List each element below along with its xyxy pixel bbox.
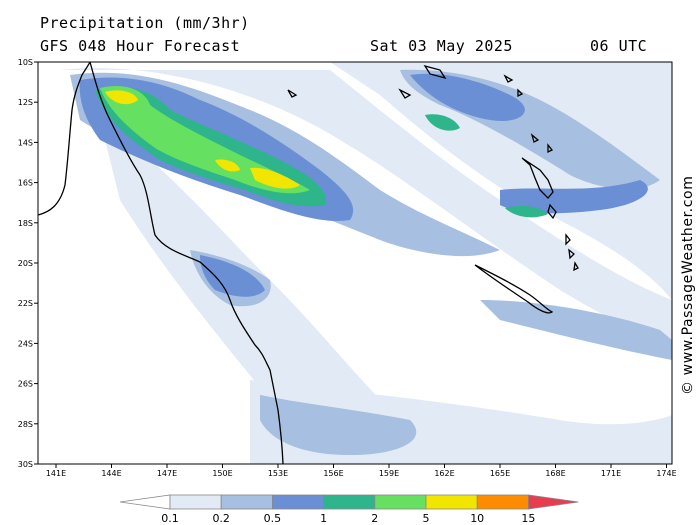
precip-yellow-core <box>250 167 300 189</box>
legend-swatch <box>476 494 529 510</box>
legend-swatch <box>220 494 273 510</box>
lat-tick-label: 12S <box>18 98 33 107</box>
lon-tick-label: 171E <box>601 469 621 478</box>
precip-blue-vanuatu <box>500 180 648 214</box>
lon-tick-label: 141E <box>46 469 66 478</box>
map-title: Precipitation (mm/3hr) <box>40 14 250 32</box>
precip-blue-coast <box>200 255 265 297</box>
legend-swatch <box>169 494 222 510</box>
lat-tick-label: 24S <box>18 339 33 348</box>
lon-tick-label: 147E <box>157 469 177 478</box>
lon-tick-label: 156E <box>323 469 343 478</box>
lon-tick-label: 165E <box>490 469 510 478</box>
legend-swatch <box>374 494 427 510</box>
precip-blue-ne <box>410 73 525 121</box>
coastline-vanuatu <box>521 157 579 272</box>
lat-tick-label: 20S <box>18 259 33 268</box>
lat-tick-label: 30S <box>18 460 33 469</box>
legend-label: 15 <box>521 512 535 525</box>
lon-tick-label: 150E <box>212 469 232 478</box>
coastline-australia <box>38 62 284 464</box>
legend-swatch <box>271 494 324 510</box>
precip-lightblue-south <box>260 395 417 455</box>
precip-field <box>38 62 672 464</box>
lat-tick-label: 14S <box>18 138 33 147</box>
precip-teal-east <box>505 206 548 218</box>
coastline-islands-north <box>287 64 554 154</box>
lon-tick-label: 162E <box>434 469 454 478</box>
legend-label: 0.2 <box>212 512 230 525</box>
lat-tick-label: 26S <box>18 380 33 389</box>
coastline-new-caledonia <box>474 264 554 314</box>
legend-label: 1 <box>320 512 327 525</box>
lat-tick-label: 22S <box>18 299 33 308</box>
lon-tick-label: 159E <box>379 469 399 478</box>
forecast-date: Sat 03 May 2025 <box>370 37 513 55</box>
lat-tick-label: 16S <box>18 179 33 188</box>
legend-label: 5 <box>423 512 430 525</box>
lat-tick-label: 28S <box>18 420 33 429</box>
legend-label: 0.5 <box>264 512 282 525</box>
precip-lightblue-se <box>480 300 672 360</box>
legend-label: 10 <box>470 512 484 525</box>
precip-yellow-nw <box>105 90 138 105</box>
legend-arrow-low <box>119 494 171 510</box>
latitude-axis: 10S 12S 14S 16S 18S 20S 22S 24S 26S 28S 30S <box>18 58 38 469</box>
lon-tick-label: 144E <box>101 469 121 478</box>
legend-swatch <box>323 494 376 510</box>
lat-tick-label: 18S <box>18 219 33 228</box>
precip-legend: 0.1 0.2 0.5 1 2 5 10 15 <box>119 494 579 525</box>
legend-arrow-high <box>528 494 579 510</box>
credit-text: © www.PassageWeather.com <box>680 175 696 395</box>
precip-yellow-west <box>215 159 240 172</box>
legend-label: 2 <box>371 512 378 525</box>
lon-tick-label: 153E <box>268 469 288 478</box>
legend-swatch <box>425 494 478 510</box>
precip-light-east <box>330 62 672 300</box>
precip-teal-ne <box>425 114 460 131</box>
forecast-subtitle: GFS 048 Hour Forecast <box>40 37 241 55</box>
forecast-time: 06 UTC <box>590 37 648 55</box>
precip-green-main <box>100 85 310 194</box>
lon-tick-label: 168E <box>545 469 565 478</box>
lat-tick-label: 10S <box>18 58 33 67</box>
longitude-axis: 141E 144E 147E 150E 153E 156E 159E 162E 165E 168E… <box>46 464 677 478</box>
legend-label: 0.1 <box>161 512 179 525</box>
lon-tick-label: 174E <box>656 469 676 478</box>
